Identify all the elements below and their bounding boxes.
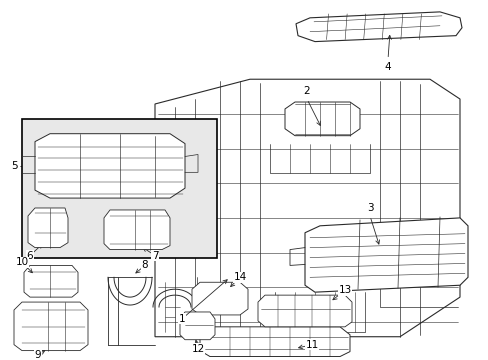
Polygon shape: [180, 312, 215, 340]
Text: 7: 7: [151, 251, 158, 261]
Polygon shape: [285, 102, 359, 136]
Text: 13: 13: [338, 285, 351, 295]
Polygon shape: [14, 302, 88, 351]
Text: 11: 11: [305, 339, 318, 350]
Polygon shape: [35, 134, 184, 198]
Text: 3: 3: [366, 203, 372, 213]
Text: 9: 9: [35, 350, 41, 360]
Polygon shape: [258, 295, 351, 327]
Polygon shape: [305, 218, 467, 292]
Text: 10: 10: [16, 257, 28, 267]
Text: 5: 5: [12, 161, 18, 171]
Polygon shape: [155, 79, 459, 337]
Text: 1: 1: [178, 314, 185, 324]
Polygon shape: [28, 208, 68, 248]
Text: 12: 12: [191, 343, 204, 354]
Polygon shape: [104, 210, 170, 249]
Bar: [22, 119, 217, 257]
Text: 8: 8: [142, 260, 148, 270]
Polygon shape: [192, 282, 247, 315]
Polygon shape: [200, 327, 349, 356]
Text: 2: 2: [303, 86, 310, 96]
Polygon shape: [295, 12, 461, 42]
Text: 4: 4: [384, 62, 390, 72]
Text: 14: 14: [233, 272, 246, 282]
Text: 6: 6: [27, 251, 33, 261]
Polygon shape: [24, 265, 78, 297]
